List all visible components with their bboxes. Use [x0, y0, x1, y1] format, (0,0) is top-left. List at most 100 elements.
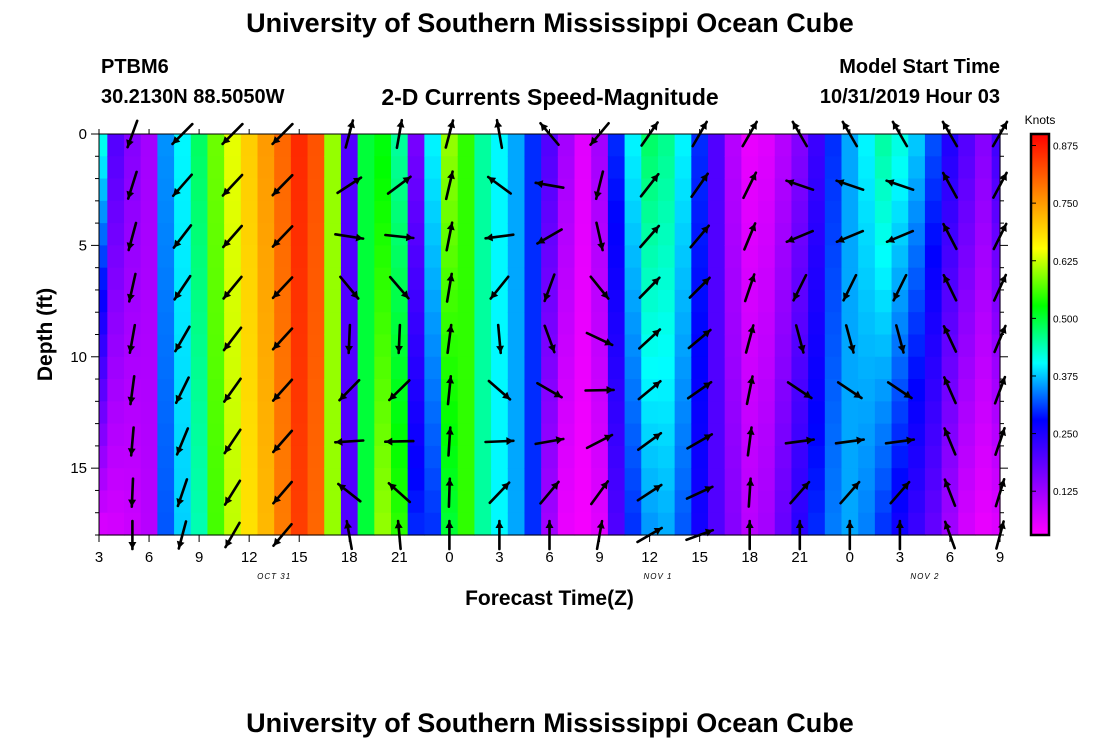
heat-cell — [174, 356, 192, 380]
heat-cell — [190, 312, 209, 336]
heat-cell — [891, 401, 909, 425]
heat-cell — [657, 356, 676, 380]
heat-cell — [524, 245, 542, 269]
heat-cell — [657, 289, 676, 313]
heat-cell — [107, 223, 125, 246]
heat-cell — [474, 445, 492, 469]
heat-cell — [507, 245, 526, 269]
heat-cell — [157, 312, 175, 336]
heat-cell — [257, 200, 275, 224]
heat-cell — [574, 178, 592, 202]
heat-cell — [441, 401, 459, 425]
heat-cell — [240, 356, 259, 380]
heat-cell — [224, 178, 242, 202]
heat-cell — [574, 423, 592, 447]
heat-cell — [591, 445, 609, 469]
heat-cell — [457, 423, 476, 447]
heat-cell — [791, 267, 809, 291]
heat-cell — [908, 490, 926, 514]
heat-cell — [407, 401, 425, 425]
heat-cell — [390, 178, 409, 202]
heat-cell — [758, 156, 776, 180]
heat-cell — [357, 334, 375, 358]
heat-cell — [808, 445, 826, 469]
heat-cell — [124, 134, 142, 157]
heat-cell — [591, 312, 609, 336]
heat-cell — [724, 200, 742, 224]
heat-cell — [207, 245, 225, 269]
heat-cell — [774, 178, 793, 202]
heat-cell — [357, 356, 375, 380]
heat-cell — [841, 267, 859, 291]
heat-cell — [99, 468, 108, 492]
heat-cell — [624, 401, 642, 425]
heat-cell — [958, 490, 976, 514]
heat-cell — [691, 356, 709, 380]
heat-cell — [424, 245, 442, 269]
heat-cell — [974, 312, 993, 336]
x-tick-label: 15 — [291, 549, 308, 566]
heat-cell — [674, 245, 692, 269]
heat-cell — [174, 334, 192, 358]
heat-cell — [257, 267, 275, 291]
heat-cell — [407, 134, 425, 157]
heat-cell — [858, 312, 876, 336]
heat-cell — [591, 401, 609, 425]
heat-cell — [340, 312, 359, 336]
current-vector — [746, 477, 755, 508]
current-vector — [785, 229, 815, 244]
heat-cell — [758, 289, 776, 313]
x-axis-label: Forecast Time(Z) — [465, 587, 634, 610]
heat-cell — [724, 178, 742, 202]
heat-cell — [574, 334, 592, 358]
heat-cell — [407, 334, 425, 358]
heat-cell — [407, 512, 425, 536]
heat-cell — [607, 401, 626, 425]
heat-cell — [340, 200, 359, 224]
heat-cell — [774, 423, 793, 447]
heat-cell — [290, 423, 309, 447]
heat-cell — [140, 134, 158, 157]
heat-cell — [524, 200, 542, 224]
heat-cell — [858, 223, 876, 246]
heat-cell — [224, 423, 242, 447]
heat-cell — [441, 245, 459, 269]
heat-cell — [207, 267, 225, 291]
heat-cell — [624, 445, 642, 469]
x-tick-label: 3 — [95, 549, 103, 566]
heat-cell — [374, 468, 392, 492]
current-vector — [487, 379, 512, 401]
heat-cell — [974, 267, 993, 291]
heat-cell — [841, 245, 859, 269]
heat-cell — [774, 134, 793, 157]
x-tick-label: 6 — [145, 549, 153, 566]
heat-cell — [457, 334, 476, 358]
current-vector — [585, 433, 614, 450]
current-vector — [446, 374, 455, 406]
heat-cell — [808, 423, 826, 447]
heat-cell — [708, 401, 726, 425]
heat-cell — [407, 445, 425, 469]
heat-cell — [924, 445, 943, 469]
heat-cell — [557, 334, 576, 358]
heat-cell — [474, 356, 492, 380]
current-vector — [171, 173, 193, 198]
current-vector — [594, 170, 605, 201]
x-tick-label: 0 — [846, 549, 854, 566]
heat-cell — [991, 423, 1001, 447]
heat-cell — [841, 312, 859, 336]
heat-cell — [407, 223, 425, 246]
y-tick-label: 5 — [79, 237, 87, 254]
heat-cell — [791, 200, 809, 224]
heat-cell — [491, 312, 509, 336]
heat-cell — [357, 401, 375, 425]
heat-cell — [924, 156, 943, 180]
heat-cell — [741, 445, 759, 469]
heat-cell — [741, 200, 759, 224]
heat-cell — [941, 512, 959, 536]
heat-cell — [257, 312, 275, 336]
heat-cell — [924, 356, 943, 380]
heat-cell — [607, 468, 626, 492]
heat-cell — [524, 334, 542, 358]
current-vector — [222, 224, 243, 249]
